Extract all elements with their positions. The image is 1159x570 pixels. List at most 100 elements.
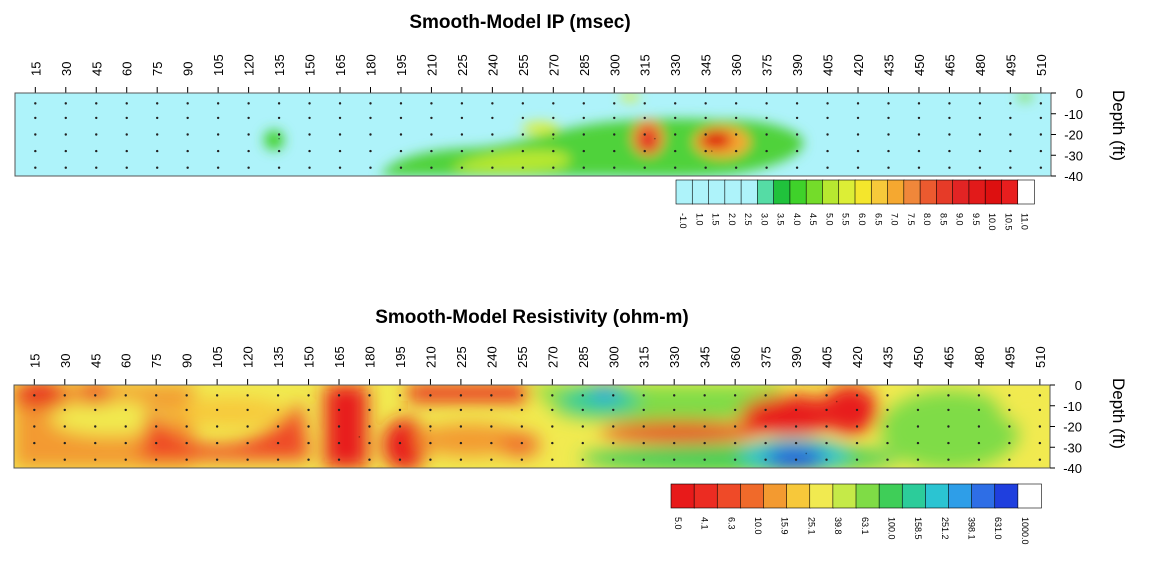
ip-data-marker — [430, 102, 433, 105]
ip-data-marker — [673, 166, 677, 169]
ip-data-marker — [643, 116, 646, 120]
ip-data-marker — [643, 102, 646, 105]
res-data-marker — [276, 441, 280, 445]
ip-anomaly-left-small — [264, 130, 284, 150]
res-zone-red-left — [14, 385, 68, 407]
res-data-marker — [215, 408, 219, 412]
ip-data-marker — [1039, 102, 1043, 105]
res-data-marker — [429, 394, 432, 397]
ip-data-marker — [338, 133, 342, 136]
res-data-marker — [581, 458, 584, 461]
res-data-marker — [733, 425, 737, 428]
ip-colorbar-swatch — [805, 179, 824, 205]
res-data-marker — [337, 441, 341, 445]
ip-data-marker — [795, 166, 799, 169]
res-data-marker — [825, 458, 828, 461]
ip-data-marker — [582, 133, 585, 136]
res-data-marker — [459, 441, 463, 445]
ip-data-marker — [95, 133, 98, 136]
res-fill — [14, 385, 1050, 468]
res-x-tick-labels: 15 30 45 60 75 90 105 120 135 150 165 180 195 210 225 2… — [27, 346, 1048, 385]
ip-data-marker — [826, 149, 829, 153]
res-data-marker — [337, 408, 341, 412]
res-data-marker — [551, 394, 554, 397]
res-data-marker — [1008, 394, 1011, 397]
res-data-marker — [551, 441, 554, 445]
res-colorbar-label: 10.0 — [753, 517, 763, 535]
ip-x-tick-label: 435 — [881, 54, 896, 76]
res-data-marker — [246, 425, 249, 428]
ip-colorbar-label: 10.0 — [987, 213, 997, 231]
res-data-marker — [94, 458, 97, 461]
ip-data-marker — [308, 149, 311, 153]
res-data-marker — [1038, 441, 1042, 445]
res-data-marker — [612, 458, 615, 461]
ip-data-marker — [308, 116, 311, 120]
ip-data-marker — [887, 133, 890, 136]
res-y-tick-label: 0 — [1075, 378, 1082, 393]
res-data-marker — [490, 458, 493, 461]
res-zone-red-left2 — [77, 385, 113, 404]
res-data-marker — [612, 425, 615, 428]
ip-data-marker — [155, 149, 159, 153]
ip-data-marker — [552, 149, 555, 153]
ip-colorbar-swatch — [1001, 179, 1019, 205]
res-data-marker — [398, 458, 402, 461]
ip-data-marker — [34, 166, 37, 169]
ip-y-tick-label: -20 — [1064, 128, 1083, 143]
ip-x-tick-label: 240 — [485, 54, 500, 76]
ip-data-marker — [765, 149, 768, 153]
ip-data-marker — [64, 166, 67, 169]
ip-x-tick-label: 270 — [546, 54, 561, 76]
res-data-marker — [703, 408, 706, 412]
ip-x-tick-labels: 15 30 45 60 75 90 105 120 135 150 165 180 195 210 225 2… — [28, 54, 1049, 93]
ip-data-marker — [948, 133, 951, 136]
res-data-marker — [63, 458, 66, 461]
ip-data-marker — [399, 133, 403, 136]
ip-data-marker — [64, 133, 67, 136]
res-data-marker — [429, 441, 432, 445]
res-colorbar-swatch — [832, 483, 857, 509]
ip-data-marker — [734, 149, 738, 153]
ip-data-marker — [247, 102, 250, 105]
res-data-marker — [490, 441, 493, 445]
ip-colorbar-label: 7.5 — [906, 213, 916, 226]
ip-data-marker — [978, 116, 982, 120]
res-x-tick-label: 180 — [362, 346, 377, 368]
res-data-marker — [215, 458, 219, 461]
ip-data-marker — [887, 149, 890, 153]
res-data-marker — [916, 408, 920, 412]
res-colorbar-label: 39.8 — [833, 517, 843, 535]
res-data-marker — [94, 425, 97, 428]
ip-data-marker — [887, 102, 890, 105]
res-data-marker — [398, 394, 402, 397]
ip-data-marker — [552, 102, 555, 105]
ip-data-marker — [34, 102, 37, 105]
ip-anomaly-point — [278, 137, 280, 140]
res-x-tick-label: 300 — [606, 346, 621, 368]
res-data-marker — [855, 458, 859, 461]
res-data-marker — [459, 458, 463, 461]
ip-data-marker — [826, 166, 829, 169]
ip-colorbar-label: 5.5 — [841, 213, 851, 226]
res-y-axis-label: Depth (ft) — [1109, 378, 1128, 449]
res-data-marker — [886, 441, 889, 445]
res-data-marker — [33, 408, 36, 412]
ip-data-marker — [948, 116, 951, 120]
res-data-marker — [398, 408, 402, 412]
res-zone-green-right — [880, 390, 1020, 468]
ip-data-marker — [277, 116, 281, 120]
ip-data-marker — [765, 102, 768, 105]
res-data-marker — [551, 408, 554, 412]
ip-data-marker — [491, 149, 494, 153]
ip-colorbar-swatch — [708, 179, 726, 205]
res-colorbar-swatch — [786, 483, 811, 509]
ip-x-tick-label: 420 — [851, 54, 866, 76]
ip-data-marker — [613, 102, 616, 105]
ip-data-marker — [613, 133, 616, 136]
res-data-marker — [94, 441, 97, 445]
ip-data-marker — [795, 102, 799, 105]
ip-data-marker — [216, 149, 220, 153]
res-zone-yellow-left2 — [175, 398, 285, 426]
res-data-marker — [398, 425, 402, 428]
